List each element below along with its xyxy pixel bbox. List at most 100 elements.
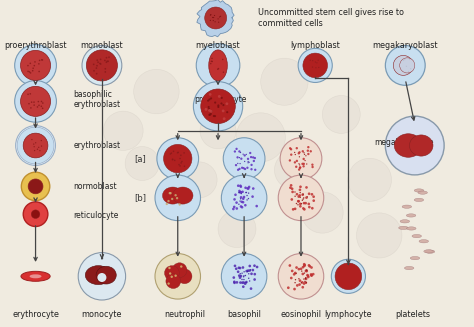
- Ellipse shape: [167, 200, 170, 202]
- Ellipse shape: [404, 267, 414, 270]
- Ellipse shape: [237, 163, 238, 164]
- Ellipse shape: [407, 227, 416, 230]
- Ellipse shape: [214, 101, 216, 104]
- Ellipse shape: [239, 267, 241, 269]
- Ellipse shape: [209, 93, 211, 96]
- Ellipse shape: [172, 263, 187, 278]
- Ellipse shape: [299, 194, 301, 197]
- Ellipse shape: [239, 163, 241, 164]
- Ellipse shape: [301, 281, 304, 284]
- Ellipse shape: [303, 265, 306, 267]
- Ellipse shape: [244, 154, 246, 157]
- Ellipse shape: [108, 56, 110, 58]
- Ellipse shape: [242, 285, 245, 288]
- Ellipse shape: [177, 152, 179, 153]
- Ellipse shape: [40, 106, 42, 107]
- Ellipse shape: [183, 165, 185, 167]
- Ellipse shape: [239, 191, 242, 194]
- Ellipse shape: [304, 160, 306, 161]
- Ellipse shape: [250, 168, 253, 170]
- Ellipse shape: [174, 274, 177, 277]
- Ellipse shape: [30, 107, 32, 109]
- Ellipse shape: [99, 62, 101, 64]
- Ellipse shape: [307, 276, 310, 278]
- Ellipse shape: [232, 208, 235, 210]
- Ellipse shape: [406, 214, 416, 217]
- Ellipse shape: [179, 158, 181, 159]
- Ellipse shape: [301, 163, 304, 165]
- Ellipse shape: [217, 106, 219, 108]
- Ellipse shape: [301, 282, 302, 284]
- Ellipse shape: [37, 101, 39, 102]
- Ellipse shape: [36, 106, 38, 108]
- Ellipse shape: [245, 275, 246, 276]
- Ellipse shape: [238, 150, 241, 153]
- Ellipse shape: [310, 266, 313, 269]
- Ellipse shape: [171, 152, 172, 154]
- Ellipse shape: [241, 281, 244, 284]
- Ellipse shape: [301, 286, 304, 289]
- Ellipse shape: [298, 152, 300, 154]
- Ellipse shape: [32, 67, 34, 69]
- Ellipse shape: [298, 151, 301, 154]
- Ellipse shape: [247, 187, 250, 190]
- Ellipse shape: [308, 264, 310, 267]
- Ellipse shape: [104, 60, 106, 61]
- Ellipse shape: [293, 273, 295, 276]
- Ellipse shape: [221, 253, 267, 299]
- Ellipse shape: [34, 150, 35, 151]
- Ellipse shape: [425, 250, 435, 253]
- Ellipse shape: [205, 7, 227, 29]
- Ellipse shape: [303, 264, 306, 267]
- Ellipse shape: [193, 82, 243, 131]
- Ellipse shape: [204, 108, 207, 111]
- Ellipse shape: [39, 150, 41, 151]
- Ellipse shape: [240, 205, 242, 208]
- Ellipse shape: [157, 138, 199, 180]
- Ellipse shape: [292, 208, 294, 211]
- Ellipse shape: [253, 160, 255, 162]
- Ellipse shape: [301, 192, 343, 233]
- Ellipse shape: [221, 97, 223, 99]
- Ellipse shape: [280, 138, 322, 180]
- Ellipse shape: [38, 63, 40, 65]
- Ellipse shape: [249, 152, 251, 154]
- Ellipse shape: [86, 50, 118, 81]
- Ellipse shape: [308, 206, 310, 208]
- Ellipse shape: [210, 14, 211, 15]
- Ellipse shape: [241, 206, 243, 209]
- Ellipse shape: [210, 111, 213, 112]
- Ellipse shape: [237, 184, 239, 187]
- Ellipse shape: [312, 199, 315, 202]
- Ellipse shape: [168, 267, 171, 269]
- Ellipse shape: [400, 58, 415, 73]
- Ellipse shape: [305, 269, 307, 272]
- Ellipse shape: [303, 208, 306, 211]
- Ellipse shape: [237, 270, 239, 273]
- Ellipse shape: [310, 60, 311, 61]
- Ellipse shape: [302, 165, 305, 167]
- Ellipse shape: [410, 68, 411, 69]
- Ellipse shape: [177, 269, 192, 284]
- Ellipse shape: [248, 265, 251, 267]
- Ellipse shape: [291, 198, 293, 201]
- Ellipse shape: [104, 71, 106, 73]
- Ellipse shape: [220, 102, 222, 105]
- Ellipse shape: [295, 279, 296, 281]
- Ellipse shape: [233, 198, 236, 201]
- Ellipse shape: [274, 151, 313, 189]
- Ellipse shape: [42, 102, 44, 104]
- Ellipse shape: [38, 105, 40, 106]
- Ellipse shape: [246, 187, 249, 190]
- Ellipse shape: [306, 274, 309, 277]
- Ellipse shape: [303, 53, 328, 78]
- Ellipse shape: [246, 282, 247, 283]
- Ellipse shape: [250, 269, 251, 270]
- Ellipse shape: [165, 203, 168, 205]
- Ellipse shape: [222, 104, 225, 106]
- Ellipse shape: [100, 59, 101, 60]
- Ellipse shape: [299, 185, 302, 188]
- Ellipse shape: [236, 281, 238, 284]
- Ellipse shape: [409, 59, 410, 60]
- Ellipse shape: [250, 156, 252, 158]
